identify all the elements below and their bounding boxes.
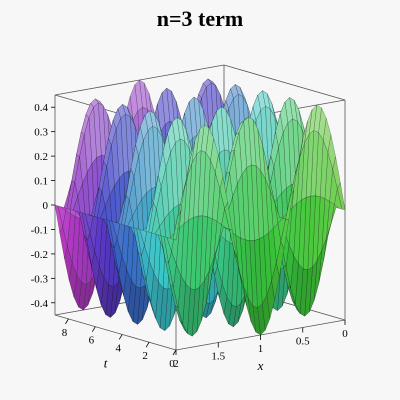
t-tick-label: 2 [142,350,148,362]
t-axis-label: t [104,356,108,371]
x-tick-label: 0 [342,328,348,340]
z-tick-label: 0.2 [34,151,48,163]
z-tick-label: -0.2 [31,249,48,261]
z-tick-label: 0 [43,200,49,212]
x-tick-label: 1 [258,343,264,355]
t-tick-label: 4 [115,342,121,354]
box-edge [223,64,346,101]
t-tick-mark [118,334,123,340]
t-tick-mark [145,342,150,348]
t-tick-mark [172,349,177,356]
t-tick-label: 6 [89,335,95,347]
t-tick-mark [65,318,69,325]
x-tick-label: 0.5 [296,336,310,348]
z-tick-label: -0.1 [31,224,48,236]
x-axis-label: x [257,358,264,373]
z-tick-label: 0.3 [34,127,48,139]
z-tick-label: -0.3 [31,273,49,285]
box-edge [54,314,177,351]
x-tick-label: 2 [173,358,179,370]
chart-title: n=3 term [156,6,244,31]
t-tick-mark [91,326,96,332]
t-tick-label: 0 [169,358,175,370]
z-tick-label: 0.4 [34,102,48,114]
surface-patch [172,210,181,241]
z-tick-label: -0.4 [31,298,49,310]
x-tick-label: 1.5 [211,351,225,363]
z-tick-label: 0.1 [34,176,48,188]
t-tick-label: 8 [62,327,68,339]
